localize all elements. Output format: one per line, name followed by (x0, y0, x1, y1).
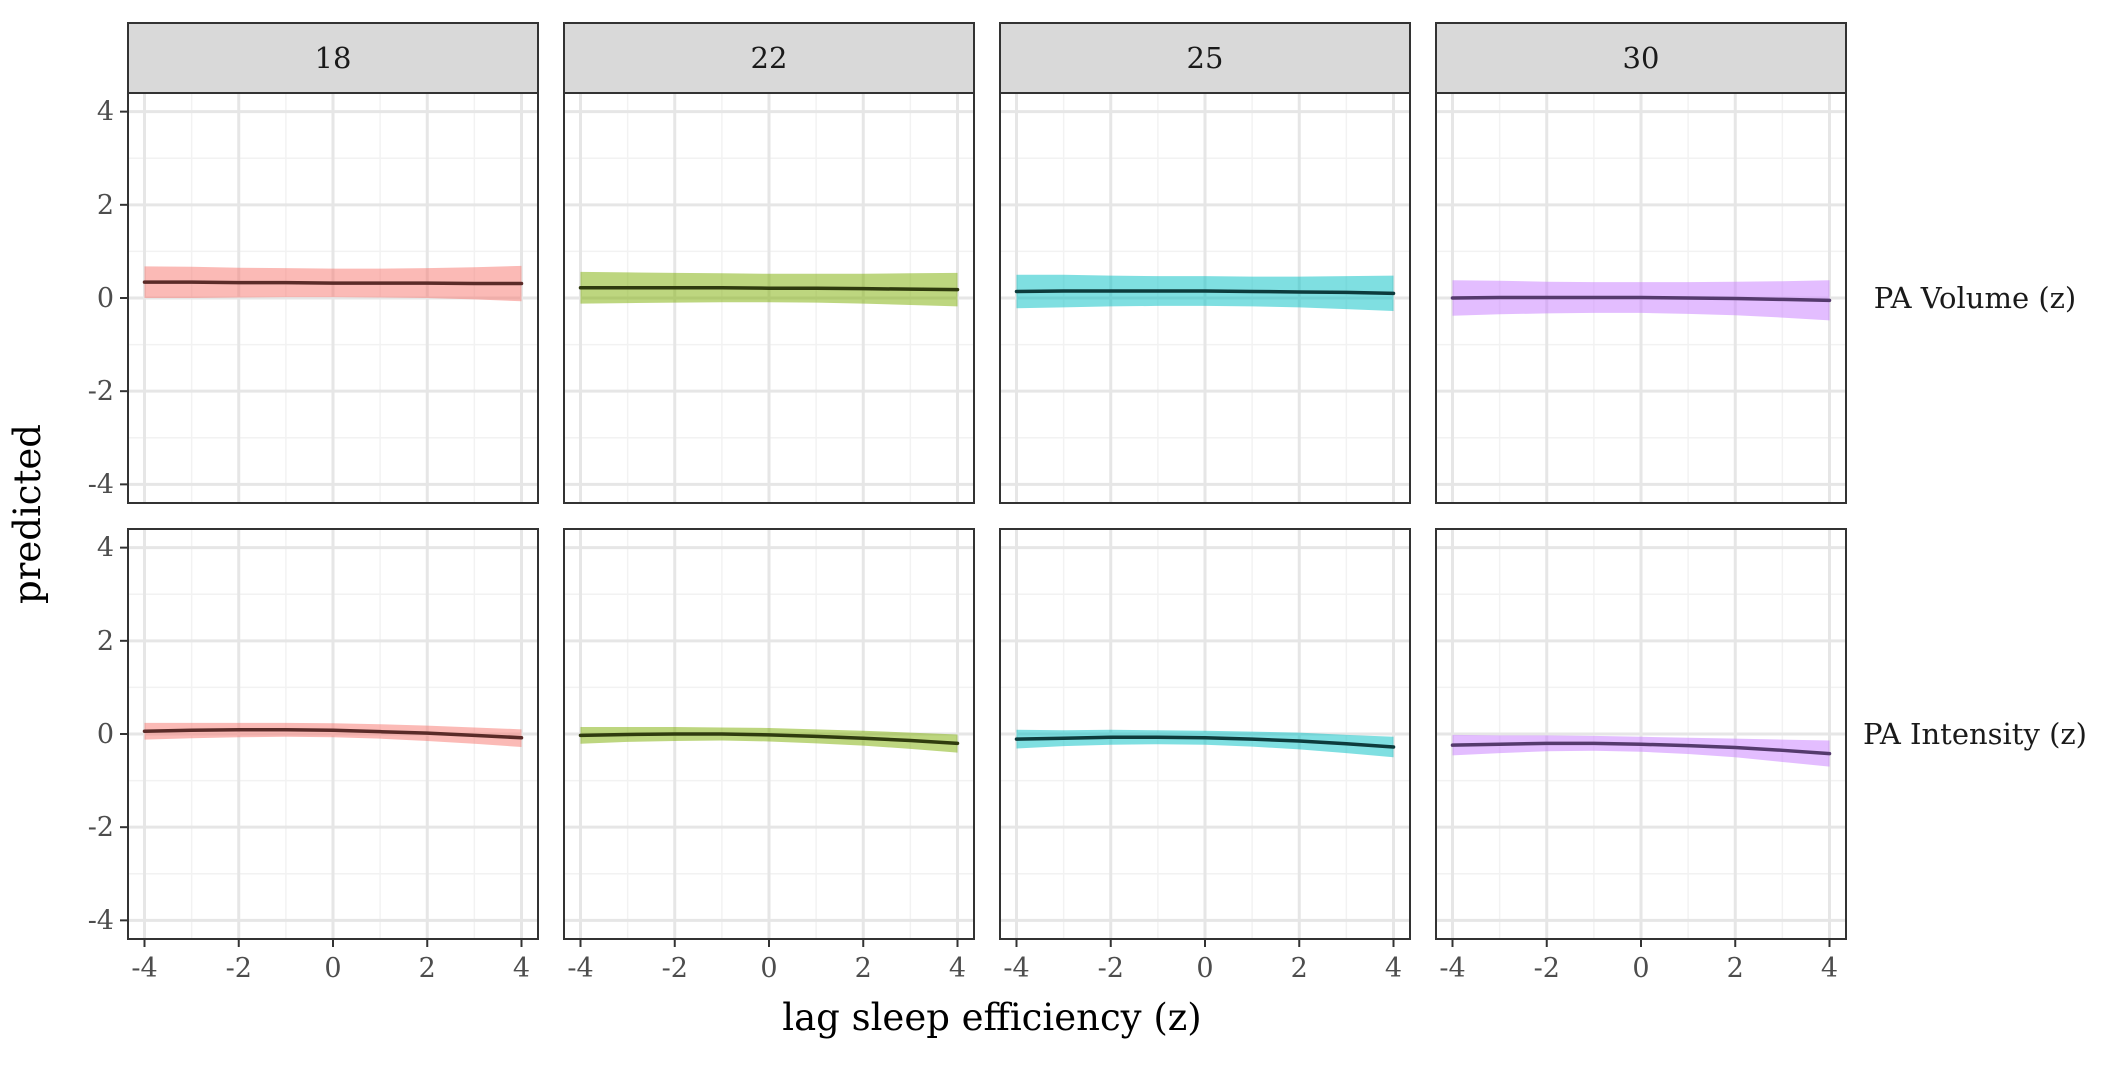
column-strip-label: 25 (1187, 41, 1224, 75)
panel-18-intensity (127, 528, 539, 940)
y-tick-label: 4 (97, 533, 114, 564)
column-strips: 18 22 25 30 (127, 22, 1847, 94)
column-strip-background (999, 22, 1411, 94)
panels-layer (127, 92, 1847, 940)
column-strip-label: 30 (1623, 41, 1660, 75)
panel-18-volume (127, 92, 539, 504)
x-tick-label: 2 (1291, 953, 1308, 984)
y-axis: -4 -2 0 2 4 -4 -2 0 2 4 (88, 97, 128, 936)
column-strip-22: 22 (563, 22, 975, 94)
row-strip-label: PA Intensity (z) (1863, 717, 2087, 751)
x-tick-label: 0 (1632, 953, 1649, 984)
x-tick-label: -4 (1439, 953, 1465, 984)
x-axis-title: lag sleep efficiency (z) (782, 996, 1201, 1039)
x-tick-label: 0 (1196, 953, 1213, 984)
x-tick-label: 0 (760, 953, 777, 984)
y-tick-label: -4 (88, 905, 114, 936)
column-strip-background (127, 22, 539, 94)
x-tick-label: -2 (662, 953, 688, 984)
x-tick-label: -4 (567, 953, 593, 984)
confidence-ribbon (1452, 280, 1830, 321)
x-axis: -4 -2 0 2 4 -4 -2 0 2 4 -4 -2 0 2 4 -4 -2 0 2 4 (131, 939, 1838, 984)
x-tick-label: 4 (1821, 953, 1838, 984)
y-tick-label: 0 (97, 283, 114, 314)
x-tick-label: 4 (1385, 953, 1402, 984)
fitted-line (1450, 741, 1832, 756)
panel-30-volume (1435, 92, 1847, 504)
y-tick-label: 0 (97, 719, 114, 750)
column-strip-18: 18 (127, 22, 539, 94)
y-axis-title: predicted (6, 424, 49, 604)
fitted-line (578, 286, 960, 292)
fitted-line (1450, 295, 1832, 303)
panel-25-volume (999, 92, 1411, 504)
confidence-ribbon (1016, 274, 1394, 312)
y-tick-label: -2 (88, 812, 114, 843)
fitted-line (1014, 289, 1396, 296)
x-tick-label: 2 (1727, 953, 1744, 984)
column-strip-background (1435, 22, 1847, 94)
x-tick-label: -2 (226, 953, 252, 984)
x-tick-label: 4 (513, 953, 530, 984)
row-strip-label: PA Volume (z) (1874, 281, 2077, 315)
fitted-line (142, 728, 524, 740)
x-tick-label: -2 (1098, 953, 1124, 984)
y-tick-label: 4 (97, 97, 114, 128)
panel-22-volume (563, 92, 975, 504)
y-tick-label: -2 (88, 376, 114, 407)
column-strip-label: 22 (751, 41, 788, 75)
x-tick-label: 4 (949, 953, 966, 984)
fitted-line (142, 280, 524, 286)
fitted-line (1014, 735, 1396, 749)
column-strip-25: 25 (999, 22, 1411, 94)
y-tick-label: 2 (97, 190, 114, 221)
x-tick-label: -2 (1534, 953, 1560, 984)
x-tick-label: -4 (1003, 953, 1029, 984)
x-tick-label: 2 (855, 953, 872, 984)
panel-30-intensity (1435, 528, 1847, 940)
column-strip-30: 30 (1435, 22, 1847, 94)
y-tick-label: -4 (88, 469, 114, 500)
x-tick-label: -4 (131, 953, 157, 984)
fitted-line (578, 732, 960, 746)
y-tick-label: 2 (97, 626, 114, 657)
panel-22-intensity (563, 528, 975, 940)
x-tick-label: 0 (324, 953, 341, 984)
row-strips: PA Volume (z) PA Intensity (z) (1863, 281, 2087, 751)
panel-25-intensity (999, 528, 1411, 940)
x-tick-label: 2 (419, 953, 436, 984)
column-strip-background (563, 22, 975, 94)
column-strip-label: 18 (315, 41, 352, 75)
